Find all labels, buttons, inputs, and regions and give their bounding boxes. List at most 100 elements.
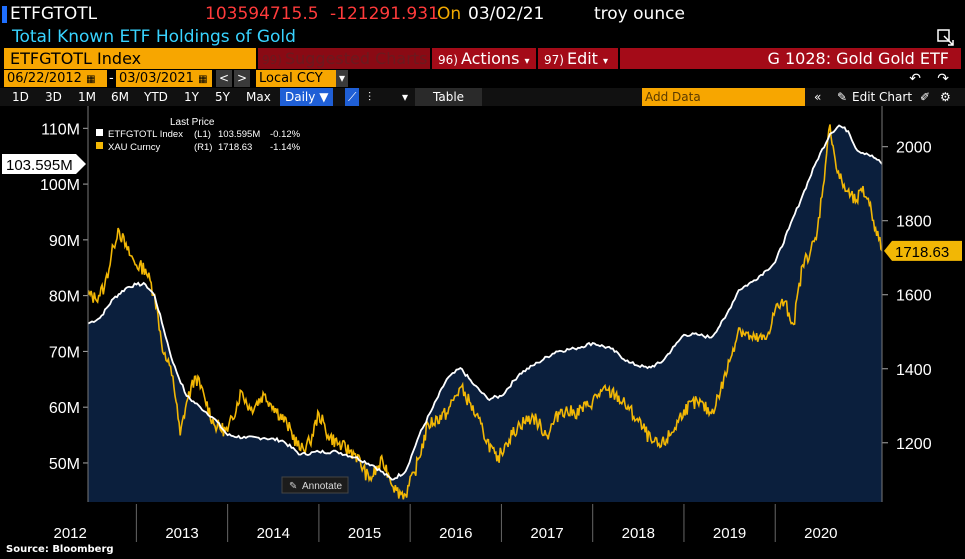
left-axis-tick-label: 100M xyxy=(40,177,80,194)
undo-icon[interactable]: ↶ xyxy=(909,71,921,87)
previous-period-button[interactable]: < xyxy=(216,70,232,87)
x-axis-background xyxy=(0,502,965,542)
legend-box xyxy=(90,108,305,156)
expand-icon[interactable] xyxy=(937,29,955,47)
edit-chart-button[interactable]: Edit Chart xyxy=(852,90,913,104)
chevron-down-icon: ▾ xyxy=(524,56,530,67)
calendar-icon[interactable]: ▦ xyxy=(86,74,96,85)
range-5y-button[interactable]: 5Y xyxy=(215,90,230,104)
edit-label: Edit xyxy=(566,49,598,68)
x-axis-year-label: 2013 xyxy=(165,525,198,542)
last-value-badge-right xyxy=(884,240,962,261)
chevron-down-icon[interactable]: ▾ xyxy=(336,70,348,87)
chart-template-label[interactable]: G 1028: Gold Gold ETF xyxy=(620,48,961,69)
range-1y-button[interactable]: 1Y xyxy=(184,90,199,104)
range-6m-button[interactable]: 6M xyxy=(111,90,129,104)
pencil-icon[interactable]: ✎ xyxy=(837,90,848,104)
x-axis-year-label: 2014 xyxy=(257,525,290,542)
collapse-icon[interactable]: « xyxy=(814,90,822,104)
calendar-icon[interactable]: ▦ xyxy=(198,74,208,85)
suggested-charts-label: Suggested Charts xyxy=(284,49,428,68)
redo-icon[interactable]: ↷ xyxy=(937,71,949,87)
focus-indicator xyxy=(2,6,7,23)
edit-number: 97) xyxy=(544,53,564,67)
legend-change: -1.14% xyxy=(270,142,301,153)
x-axis-year-label: 2020 xyxy=(804,525,837,542)
currency-value: Local CCY xyxy=(259,71,323,86)
last-value: 103594715.5 xyxy=(205,4,319,24)
range-1m-button[interactable]: 1M xyxy=(78,90,96,104)
annotate-button[interactable] xyxy=(281,476,349,494)
on-label: On xyxy=(437,4,462,24)
range-max-button[interactable]: Max xyxy=(246,90,271,104)
page-title: Total Known ETF Holdings of Gold xyxy=(12,27,296,47)
suggested-charts-number: 99) xyxy=(262,53,282,67)
right-axis-tick-label: 1600 xyxy=(896,288,932,305)
legend-last-value: 1718.63 xyxy=(218,142,252,153)
frequency-select[interactable]: Daily ▼ xyxy=(280,88,334,106)
line-chart-icon[interactable]: ⟋ xyxy=(345,88,360,106)
series-line-xau-curncy xyxy=(87,124,883,500)
net-change: -121291.931 xyxy=(330,4,439,24)
date-separator: - xyxy=(109,71,114,86)
legend-series-name: XAU Curncy xyxy=(108,142,161,153)
series-line-etfgtotl-index xyxy=(87,124,883,481)
right-axis-tick-label: 1200 xyxy=(896,436,932,453)
x-axis-year-label: 2015 xyxy=(348,525,381,542)
last-value-badge-left xyxy=(2,154,86,175)
date-range-bar: 06/22/2012 ▦ - 03/03/2021 ▦ < > Local CC… xyxy=(0,70,965,88)
annotate-edit-icon[interactable]: ✐ xyxy=(920,90,931,104)
chevron-down-icon: ▼ xyxy=(319,90,329,104)
pencil-icon: ✎ xyxy=(289,481,297,492)
chevron-down-icon[interactable]: ▾ xyxy=(402,90,409,104)
x-axis-year-label: 2012 xyxy=(53,525,86,542)
start-date-value: 06/22/2012 xyxy=(7,71,82,86)
left-axis-tick-label: 80M xyxy=(49,289,80,306)
end-date-value: 03/03/2021 xyxy=(119,71,194,86)
legend-swatch xyxy=(96,129,103,136)
suggested-charts-button[interactable]: 99) Suggested Charts xyxy=(258,48,430,69)
frequency-value: Daily xyxy=(285,90,316,104)
add-data-input[interactable]: Add Data xyxy=(642,88,805,106)
chart[interactable]: 50M 60M 70M 80M 90M 100M 110M 1200 1400 1600 1800 2… xyxy=(0,106,965,544)
left-axis-tick-label: 70M xyxy=(49,344,80,361)
last-value-label-left: 103.595M xyxy=(6,157,73,174)
menu-bar: ETFGTOTL Index 99) Suggested Charts 96) Ac… xyxy=(0,48,965,69)
security-header: ETFGTOTL 103594715.5 -121291.931 On 03/0… xyxy=(0,0,965,27)
actions-label: Actions xyxy=(460,49,520,68)
legend-last-value: 103.595M xyxy=(218,129,260,140)
right-axis-tick-label: 1800 xyxy=(896,214,932,231)
ticker-label[interactable]: ETFGTOTL xyxy=(10,4,98,24)
last-value-label-right: 1718.63 xyxy=(895,244,949,261)
legend-heading: Last Price xyxy=(170,117,215,128)
end-date-input[interactable]: 03/03/2021 ▦ xyxy=(116,70,212,87)
chart-plot-layer: 50M 60M 70M 80M 90M 100M 110M 1200 1400 1600 1800 2… xyxy=(0,106,965,542)
annotate-label[interactable]: Annotate xyxy=(302,481,342,492)
gear-icon[interactable]: ⚙ xyxy=(940,90,951,104)
unit-label: troy ounce xyxy=(594,4,685,24)
holdings-area xyxy=(88,125,882,502)
left-axis-tick-label: 50M xyxy=(49,456,80,473)
right-axis-tick-label: 1400 xyxy=(896,362,932,379)
range-ytd-button[interactable]: YTD xyxy=(144,90,168,104)
time-range-toolbar: 1D 3D 1M 6M YTD 1Y 5Y Max Daily ▼ ⟋ ⫶ ▾ … xyxy=(0,88,965,106)
legend-axis-label: (L1) xyxy=(194,129,211,140)
next-period-button[interactable]: > xyxy=(234,70,250,87)
bar-chart-icon[interactable]: ⫶ xyxy=(368,90,372,104)
security-field[interactable]: ETFGTOTL Index xyxy=(4,48,256,69)
left-axis-tick-label: 110M xyxy=(41,121,80,138)
range-1d-button[interactable]: 1D xyxy=(12,90,29,104)
legend-swatch xyxy=(96,142,103,149)
x-axis-year-label: 2019 xyxy=(713,525,746,542)
actions-number: 96) xyxy=(438,53,458,67)
table-button[interactable]: Table xyxy=(415,88,483,106)
actions-menu[interactable]: 96) Actions ▾ xyxy=(432,48,536,69)
legend-change: -0.12% xyxy=(270,129,301,140)
start-date-input[interactable]: 06/22/2012 ▦ xyxy=(4,70,107,87)
currency-select[interactable]: Local CCY xyxy=(256,70,348,87)
edit-menu[interactable]: 97) Edit ▾ xyxy=(538,48,618,69)
legend-series-name: ETFGTOTL Index xyxy=(108,129,183,140)
x-axis-year-label: 2017 xyxy=(530,525,563,542)
as-of-date: 03/02/21 xyxy=(468,4,545,24)
range-3d-button[interactable]: 3D xyxy=(45,90,62,104)
